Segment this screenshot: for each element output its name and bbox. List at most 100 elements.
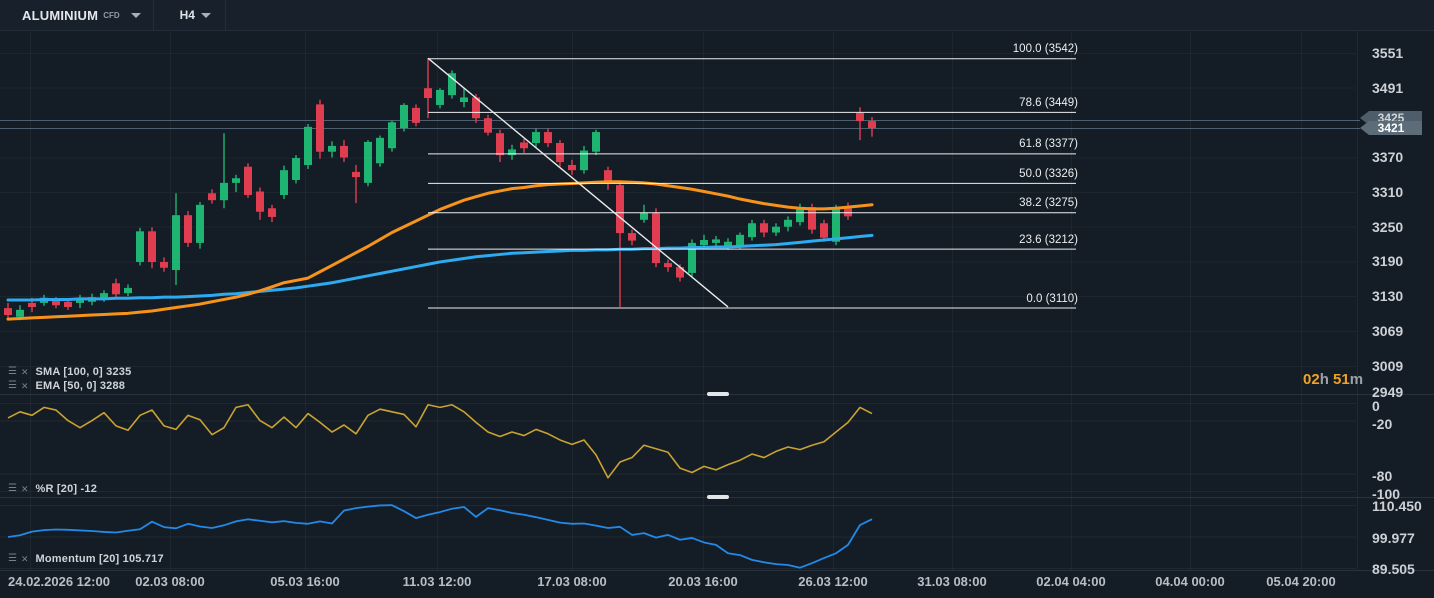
candle-body — [64, 301, 72, 307]
candle-body — [784, 219, 792, 227]
percent-r-line — [7, 403, 873, 479]
bar-close-countdown: 02h 51m — [1303, 371, 1363, 388]
candle-body — [484, 118, 492, 133]
percent-r-axis-label: -80 — [1372, 468, 1393, 485]
time-axis-label: 02.03 08:00 — [135, 574, 205, 589]
time-axis-label: 31.03 08:00 — [917, 574, 987, 589]
candle-body — [640, 212, 648, 220]
candle-body — [604, 170, 612, 183]
candle-body — [256, 191, 264, 212]
time-axis-label: 02.04 04:00 — [1036, 574, 1106, 589]
time-axis-label: 05.03 16:00 — [270, 574, 340, 589]
timeframe-selector[interactable]: H4 — [154, 0, 225, 30]
candle-body — [712, 239, 720, 243]
indicator-remove-icon[interactable]: ✕ — [20, 554, 29, 564]
panel-resize-handle — [707, 495, 729, 499]
indicator-remove-icon[interactable]: ✕ — [20, 367, 29, 377]
candle-body — [352, 171, 360, 178]
percent-r-indicator-label: %R [20] -12 — [35, 483, 98, 495]
indicator-settings-icon[interactable]: ☰ — [8, 366, 17, 377]
countdown-hours: 02 — [1303, 371, 1320, 388]
candle-body — [796, 207, 804, 223]
candle-body — [772, 226, 780, 233]
candle-body — [412, 107, 420, 123]
candle-body — [844, 208, 852, 217]
price-axis-label: 2949 — [1372, 384, 1404, 400]
candle-body — [736, 234, 744, 246]
fib-level-label: 23.6 (3212) — [1019, 233, 1078, 246]
indicator-settings-icon[interactable]: ☰ — [8, 380, 17, 391]
candle-body — [688, 242, 696, 273]
candle-body — [856, 113, 864, 122]
countdown-minutes: 51 — [1333, 371, 1350, 388]
candle-body — [208, 193, 216, 201]
sma-line — [6, 233, 874, 302]
time-axis-label: 26.03 12:00 — [798, 574, 868, 589]
candle-body — [76, 300, 84, 303]
candle-body — [388, 122, 396, 149]
candle-body — [268, 208, 276, 217]
candle-body — [808, 207, 816, 230]
candle-body — [592, 132, 600, 152]
chevron-down-icon — [130, 12, 141, 18]
indicator-settings-icon[interactable]: ☰ — [8, 553, 17, 564]
ema-line — [6, 180, 874, 321]
time-axis-label: 04.04 00:00 — [1155, 574, 1225, 589]
candle-body — [316, 104, 324, 152]
candle-body — [16, 309, 24, 317]
candle-body — [868, 121, 876, 129]
candle-body — [628, 233, 636, 241]
price-axis-label: 3370 — [1372, 149, 1404, 166]
time-axis-label: 17.03 08:00 — [537, 574, 607, 589]
price-axis-label: 3130 — [1372, 288, 1404, 304]
candle-body — [376, 137, 384, 164]
countdown-minutes-unit: m — [1349, 371, 1364, 388]
candle-body — [280, 170, 288, 195]
price-axis-label: 3491 — [1372, 79, 1404, 96]
candle-body — [244, 166, 252, 195]
candle-body — [4, 308, 12, 316]
candle-body — [172, 215, 180, 271]
candle-body — [568, 164, 576, 171]
candle-body — [364, 141, 372, 183]
percent-r-axis-label: 0 — [1372, 398, 1380, 414]
price-axis-label: 3250 — [1372, 218, 1404, 235]
fib-level-label: 50.0 (3326) — [1019, 167, 1078, 180]
candle-body — [724, 241, 732, 247]
candle-body — [532, 132, 540, 144]
indicator-remove-icon[interactable]: ✕ — [20, 381, 29, 391]
ema-indicator-label: EMA [50, 0] 3288 — [35, 380, 126, 392]
momentum-axis-label: 110.450 — [1372, 498, 1422, 514]
indicator-remove-icon[interactable]: ✕ — [20, 484, 29, 494]
price-axis-label: 3190 — [1372, 253, 1404, 270]
candle-body — [304, 126, 312, 165]
candle-body — [52, 300, 60, 306]
indicator-row-sma: ☰ ✕ SMA [100, 0] 3235 — [8, 366, 131, 378]
fib-level-label: 61.8 (3377) — [1019, 138, 1078, 151]
price-axis-label: 3009 — [1372, 357, 1404, 374]
indicator-row-momentum: ☰ ✕ Momentum [20] 105.717 — [8, 553, 164, 565]
candle-body — [220, 182, 228, 201]
candle-body — [124, 287, 132, 294]
sma-indicator-label: SMA [100, 0] 3235 — [35, 366, 132, 378]
trendline — [427, 57, 729, 308]
candle-body — [232, 178, 240, 183]
chart-topbar: ALUMINIUM CFD H4 — [0, 0, 1434, 31]
candle-body — [544, 132, 552, 144]
symbol-selector[interactable]: ALUMINIUM CFD — [0, 0, 153, 30]
candle-body — [160, 261, 168, 268]
percent-r-axis-label: -20 — [1372, 415, 1393, 432]
candle-body — [496, 133, 504, 156]
candle-body — [664, 263, 672, 268]
time-axis-label: 11.03 12:00 — [402, 574, 472, 589]
time-axis-label: 05.04 20:00 — [1266, 574, 1336, 589]
candle-body — [328, 145, 336, 152]
indicator-settings-icon[interactable]: ☰ — [8, 483, 17, 494]
momentum-indicator-label: Momentum [20] 105.717 — [35, 553, 164, 565]
fib-level-label: 78.6 (3449) — [1019, 96, 1078, 109]
topbar-divider — [224, 0, 226, 30]
percent-r-axis-label: -100 — [1372, 486, 1401, 502]
candle-body — [820, 223, 828, 238]
